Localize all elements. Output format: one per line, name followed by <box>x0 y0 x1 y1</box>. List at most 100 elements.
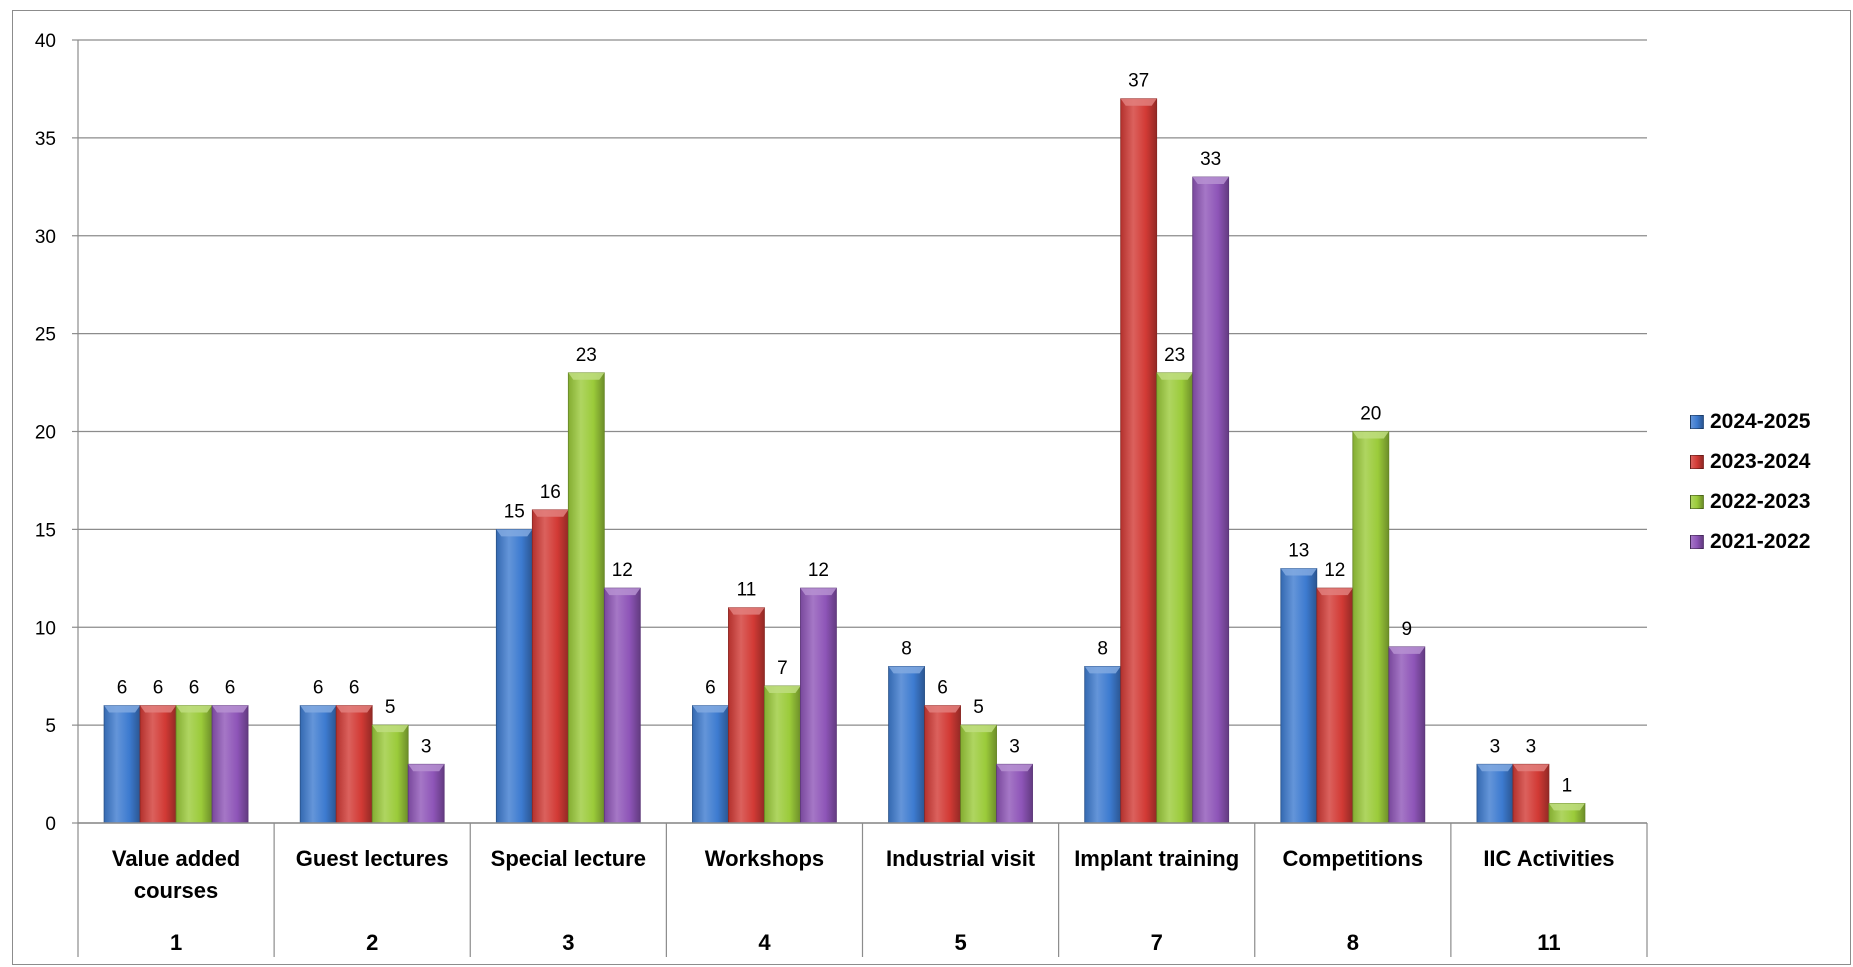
bar-bevel <box>1476 764 1513 772</box>
legend-item: 2022-2023 <box>1690 482 1810 522</box>
bar <box>1476 763 1514 824</box>
y-tick-label: 20 <box>35 423 56 444</box>
legend-swatch <box>1690 495 1704 509</box>
bar <box>1512 763 1550 824</box>
bar <box>764 685 801 824</box>
bar-bevel <box>372 725 409 733</box>
bar-bevel <box>1316 588 1353 596</box>
bar <box>407 763 445 824</box>
bar-bevel <box>176 705 213 713</box>
data-label: 15 <box>504 501 525 522</box>
bar <box>924 705 961 824</box>
bar <box>800 587 837 824</box>
bar-bevel <box>960 725 997 733</box>
bar <box>996 763 1033 824</box>
chart-frame <box>12 10 1851 965</box>
bar-bevel <box>532 509 569 517</box>
bar-bevel <box>1192 177 1229 185</box>
bar <box>495 528 533 824</box>
data-label: 12 <box>1324 560 1345 581</box>
y-tick-label: 0 <box>45 814 56 835</box>
legend: 2024-2025 2023-2024 2022-2023 2021-2022 <box>1690 402 1810 562</box>
data-label: 5 <box>385 697 396 718</box>
bar-bevel <box>140 705 177 713</box>
bar-bevel <box>336 705 373 713</box>
bar-bevel <box>728 607 765 615</box>
bar-bevel <box>1120 98 1157 106</box>
bar <box>567 372 605 824</box>
data-label: 3 <box>1526 736 1537 757</box>
bar <box>1388 646 1426 824</box>
category-label: Value added <box>112 846 240 871</box>
bar-bevel <box>1548 803 1585 811</box>
bar <box>1352 431 1390 824</box>
bar-bevel <box>1084 666 1121 674</box>
bar-bevel <box>408 764 445 772</box>
legend-label: 2023-2024 <box>1710 450 1811 473</box>
bar-bevel <box>692 705 729 713</box>
category-label: Special lecture <box>491 846 646 871</box>
data-label: 8 <box>901 638 912 659</box>
category-number: 11 <box>1537 930 1560 955</box>
data-label: 1 <box>1562 775 1573 796</box>
bar-bevel <box>1388 646 1425 654</box>
bar-bevel <box>764 685 801 693</box>
bar <box>531 509 569 824</box>
bar <box>1316 587 1354 824</box>
legend-label: 2022-2023 <box>1710 490 1811 513</box>
legend-item: 2024-2025 <box>1690 402 1810 442</box>
legend-item: 2023-2024 <box>1690 442 1810 482</box>
bar-bevel <box>212 705 249 713</box>
data-labels: 6 6 6 6 6 65315162312611712865383723331312209… <box>117 71 1572 797</box>
bar-bevel <box>800 588 837 596</box>
legend-item: 2021-2022 <box>1690 522 1810 562</box>
bars <box>103 98 1586 824</box>
y-tick-label: 35 <box>35 129 56 150</box>
bar <box>1280 568 1318 824</box>
data-label: 3 <box>1490 736 1501 757</box>
category-label: Workshops <box>705 846 824 871</box>
data-label: 23 <box>576 345 597 366</box>
bar <box>335 705 373 824</box>
data-label: 3 <box>421 736 432 757</box>
data-label: 5 <box>973 697 984 718</box>
data-label: 6 <box>225 678 236 699</box>
data-label: 13 <box>1288 541 1309 562</box>
bar <box>960 724 997 824</box>
y-axis: 0 5 10 15 20 25 30 35 40 <box>35 31 79 835</box>
data-label: 6 <box>937 678 948 699</box>
y-tick-label: 25 <box>35 325 56 346</box>
bar <box>1192 176 1230 824</box>
bar-bevel <box>1512 764 1549 772</box>
bar-bevel <box>604 588 641 596</box>
category-label: Competitions <box>1283 846 1424 871</box>
category-label: courses <box>134 878 218 903</box>
data-label: 6 <box>313 678 324 699</box>
y-tick-label: 30 <box>35 227 56 248</box>
bar <box>211 705 249 824</box>
data-label: 3 <box>1009 736 1020 757</box>
bar-bevel <box>568 372 605 380</box>
category-number: 7 <box>1151 930 1163 955</box>
data-label: 6 <box>705 678 716 699</box>
category-number: 3 <box>562 930 574 955</box>
category-label: Industrial visit <box>886 846 1036 871</box>
bar <box>692 705 729 824</box>
bar-bevel <box>1280 568 1317 576</box>
bar <box>1084 666 1122 824</box>
y-tick-label: 15 <box>35 520 56 541</box>
bar <box>175 705 213 824</box>
data-label: 6 <box>189 678 200 699</box>
bar-bevel <box>104 705 141 713</box>
bar-bevel <box>1352 431 1389 439</box>
category-number: 2 <box>366 930 378 955</box>
data-label: 37 <box>1128 71 1149 92</box>
category-label: IIC Activities <box>1483 846 1614 871</box>
data-label: 9 <box>1402 619 1413 640</box>
data-label: 23 <box>1164 345 1185 366</box>
x-axis: Value added courses 1 Guest lectures 2 Specia… <box>77 822 1648 957</box>
data-label: 33 <box>1200 149 1221 170</box>
data-label: 12 <box>612 560 633 581</box>
data-label: 6 <box>153 678 164 699</box>
